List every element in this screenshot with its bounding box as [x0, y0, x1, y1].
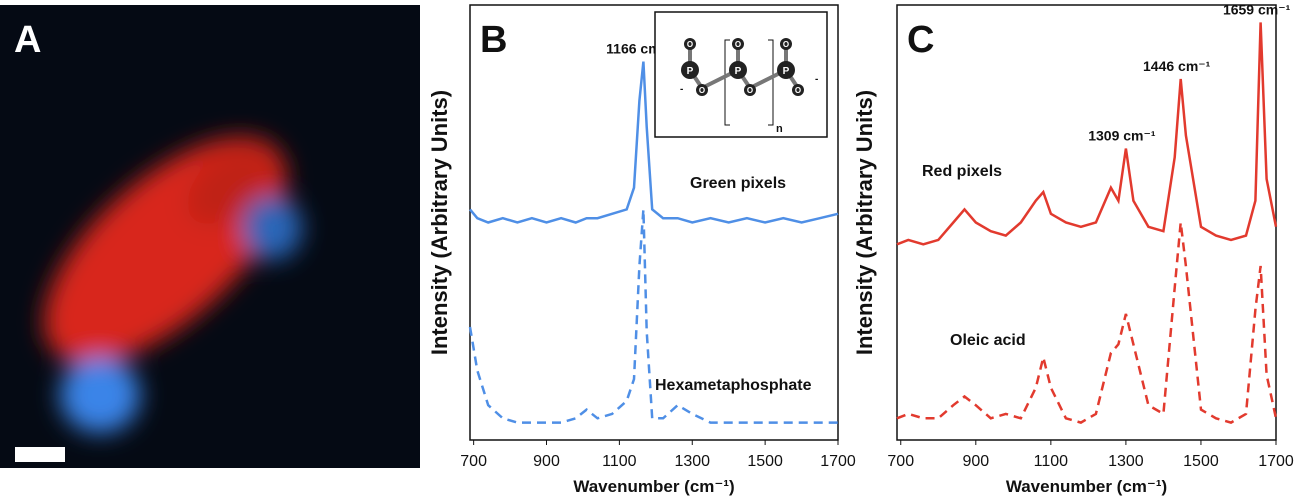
x-tick-label: 700	[887, 453, 914, 470]
x-tick-label: 1700	[1258, 453, 1294, 470]
x-tick-label: 1100	[602, 453, 637, 470]
series-line	[896, 22, 1278, 246]
x-axis-label: Wavenumber (cm⁻¹)	[573, 477, 734, 496]
x-tick-label: 700	[460, 453, 487, 470]
bracket	[724, 39, 774, 126]
atom-label: O	[699, 86, 705, 95]
atom-label: O	[735, 40, 741, 49]
series-line	[896, 222, 1278, 424]
atom	[696, 84, 708, 96]
atom-label: O	[795, 86, 801, 95]
series-label: Oleic acid	[950, 332, 1026, 349]
atom-label: O	[747, 86, 753, 95]
y-axis-label: Intensity (Arbitrary Units)	[852, 90, 877, 355]
atom	[732, 38, 744, 50]
panel-label: A	[14, 19, 41, 61]
atom-label: O	[687, 40, 693, 49]
micrograph: A	[0, 5, 420, 468]
repeat-label: n	[776, 123, 783, 135]
x-tick-label: 1500	[747, 453, 783, 470]
series-line	[469, 61, 839, 224]
x-tick-label: 1700	[820, 453, 856, 470]
atom	[684, 38, 696, 50]
series-label: Green pixels	[690, 175, 786, 192]
series-label: Hexametaphosphate	[655, 377, 812, 394]
series-label: Red pixels	[922, 163, 1002, 180]
x-tick-label: 900	[962, 453, 989, 470]
x-tick-label: 900	[533, 453, 560, 470]
atom	[792, 84, 804, 96]
charge-label: -	[680, 84, 683, 95]
atom	[780, 38, 792, 50]
atom	[681, 61, 699, 79]
atom	[777, 61, 795, 79]
charge-label: -	[815, 74, 818, 85]
atom	[744, 84, 756, 96]
x-tick-label: 1500	[1183, 453, 1219, 470]
atom-label: P	[783, 66, 790, 77]
image-signal	[44, 136, 302, 433]
peak-annotation: 1309 cm⁻¹	[1088, 128, 1156, 144]
atom-label: O	[783, 40, 789, 49]
atom-label: P	[735, 66, 742, 77]
peak-annotation: 1446 cm⁻¹	[1143, 58, 1211, 74]
series-line	[468, 209, 838, 424]
atom	[729, 61, 747, 79]
x-tick-label: 1100	[1034, 453, 1069, 470]
panel-label: B	[480, 19, 507, 61]
plot-frame	[469, 4, 839, 441]
peak-annotation: 1659 cm⁻¹	[1223, 1, 1291, 17]
x-tick-label: 1300	[1108, 453, 1144, 470]
scale-bar	[15, 447, 65, 462]
y-axis-label: Intensity (Arbitrary Units)	[427, 90, 452, 355]
atom-label: P	[687, 66, 694, 77]
panel-label: C	[907, 19, 934, 61]
x-axis-label: Wavenumber (cm⁻¹)	[1006, 477, 1167, 496]
x-tick-label: 1300	[674, 453, 710, 470]
